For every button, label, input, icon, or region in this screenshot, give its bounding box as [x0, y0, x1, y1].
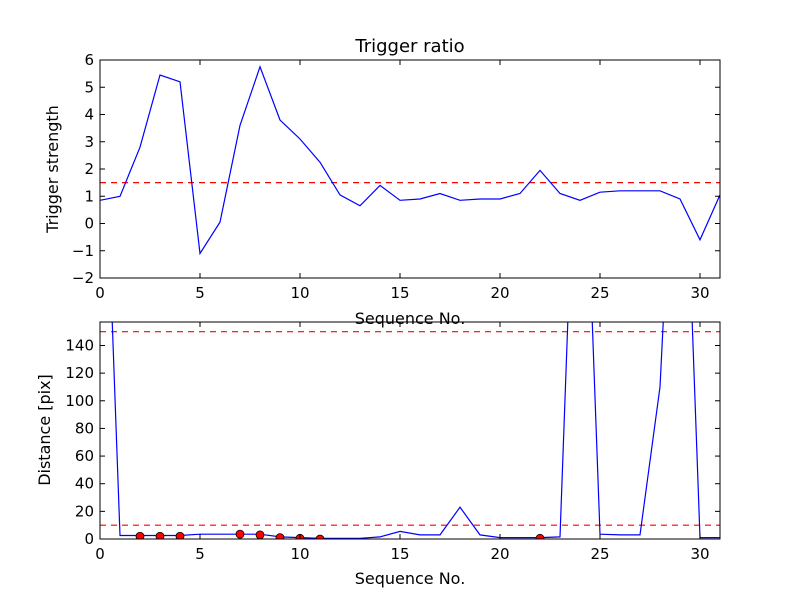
- y-tick-label: 6: [84, 51, 94, 69]
- x-tick-label: 30: [690, 545, 709, 563]
- x-axis-ticks: 0 5 10 15 20 25 30: [95, 322, 710, 563]
- y-axis-label: Trigger strength: [43, 105, 62, 234]
- x-tick-label: 10: [290, 545, 309, 563]
- x-tick-label: 20: [490, 545, 509, 563]
- x-tick-label: 10: [290, 284, 309, 302]
- y-tick-label: 120: [65, 364, 94, 382]
- x-tick-label: 5: [195, 284, 205, 302]
- y-tick-label: 20: [75, 502, 94, 520]
- trigger-marker: [315, 534, 325, 539]
- x-tick-label: 25: [590, 545, 609, 563]
- y-axis-label: Distance [pix]: [35, 374, 54, 486]
- y-tick-label: 40: [75, 475, 94, 493]
- y-tick-label: 1: [84, 187, 94, 205]
- distance-line: [111, 322, 720, 539]
- x-tick-label: 30: [690, 284, 709, 302]
- x-axis-label: Sequence No.: [355, 569, 466, 588]
- chart-title: Trigger ratio: [354, 36, 464, 57]
- y-tick-label: 3: [84, 133, 94, 151]
- trigger-marker: [175, 531, 185, 539]
- y-tick-label: 140: [65, 336, 94, 354]
- y-axis-ticks: −2 −1 0 1 2 3 4 5 6: [72, 51, 720, 287]
- y-tick-label: −1: [72, 242, 94, 260]
- trigger-strength-line: [100, 65, 720, 256]
- trigger-marker: [135, 531, 145, 539]
- trigger-ratio-panel: Trigger ratio 0 5 10 15 20 25 30 −2 −1 0 1 2 3 4 5 6 S…: [43, 36, 721, 328]
- y-tick-label: 5: [84, 78, 94, 96]
- plot-frame: [99, 321, 721, 540]
- y-axis-ticks: 0 20 40 60 80 100 120 140: [65, 336, 720, 548]
- x-tick-label: 0: [95, 545, 105, 563]
- x-tick-label: 15: [390, 545, 409, 563]
- x-axis-label: Sequence No.: [355, 309, 466, 328]
- y-tick-label: −2: [72, 269, 94, 287]
- x-tick-label: 0: [95, 284, 105, 302]
- trigger-marker: [535, 533, 545, 539]
- y-tick-label: 0: [84, 215, 94, 233]
- trigger-marker: [235, 529, 245, 539]
- distance-panel: 0 5 10 15 20 25 30 0 20 40 60 80 100 120 140 Sequence…: [35, 321, 721, 588]
- y-tick-label: 80: [75, 419, 94, 437]
- threshold-lines: [100, 331, 720, 526]
- y-tick-label: 2: [84, 160, 94, 178]
- x-tick-label: 25: [590, 284, 609, 302]
- trigger-marker: [275, 533, 285, 539]
- y-tick-label: 100: [65, 392, 94, 410]
- x-axis-ticks: 0 5 10 15 20 25 30: [95, 60, 710, 302]
- y-tick-label: 60: [75, 447, 94, 465]
- x-tick-label: 20: [490, 284, 509, 302]
- trigger-marker: [255, 530, 265, 539]
- y-tick-label: 0: [84, 530, 94, 548]
- x-tick-label: 5: [195, 545, 205, 563]
- x-tick-label: 15: [390, 284, 409, 302]
- trigger-marker: [155, 531, 165, 539]
- y-tick-label: 4: [84, 106, 94, 124]
